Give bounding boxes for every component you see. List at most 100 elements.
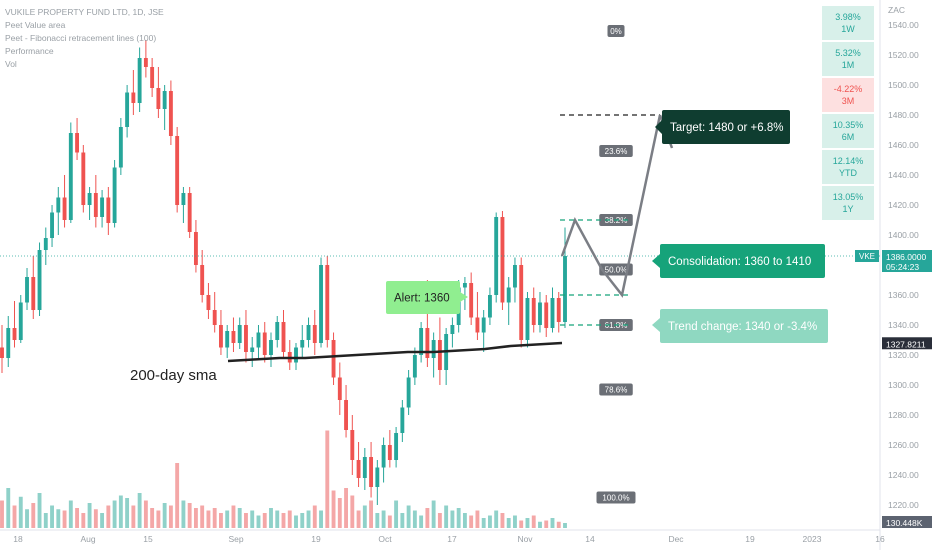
fib-label: 23.6% [605, 147, 628, 156]
projection-path [560, 114, 662, 298]
consolidation-callout-text: Consolidation: 1360 to 1410 [668, 256, 811, 268]
candle-layer [0, 40, 567, 505]
candle-body [294, 347, 298, 363]
fib-label-box [596, 491, 636, 504]
candle-body [212, 310, 217, 325]
time-tick-label: Sep [228, 534, 243, 544]
time-tick-label: Aug [80, 534, 95, 544]
candle-body [137, 58, 142, 103]
volume-bar [481, 518, 486, 528]
volume-bar [456, 508, 461, 528]
candle-body [275, 322, 280, 340]
price-tick-label: 1260.00 [888, 440, 919, 450]
volume-bar [431, 500, 436, 528]
performance-period: 6M [841, 132, 855, 142]
sma-value-badge-text: 1327.8211 [886, 339, 926, 349]
sma-200-line [227, 341, 563, 363]
volume-bar [18, 496, 23, 528]
candle-body [187, 193, 192, 232]
volume-bar [100, 513, 105, 528]
candle-body [168, 91, 173, 136]
candle-body [106, 197, 111, 223]
ticker-badge-text: VKE [859, 252, 875, 261]
volume-bar [137, 493, 142, 528]
price-tick-label: 1420.00 [888, 200, 919, 210]
performance-value: 10.35% [832, 120, 864, 130]
volume-bar [344, 488, 348, 528]
volume-bar [31, 503, 36, 528]
trend-change-callout-pointer [652, 318, 660, 332]
consolidation-callout-pointer [652, 254, 660, 268]
volume-bar [306, 510, 311, 528]
volume-bar [362, 505, 367, 528]
volume-bar [87, 503, 92, 528]
candle-body [87, 193, 92, 205]
candle-body [513, 265, 517, 288]
time-tick-label: Dec [668, 534, 684, 544]
candle-body [331, 340, 336, 378]
price-tick-label: 1520.00 [888, 50, 919, 60]
performance-cell-6m: 10.35% 6M [822, 114, 874, 148]
candle-body [62, 197, 67, 220]
candle-body [337, 377, 342, 400]
candle-body [206, 295, 211, 310]
time-tick-label: 2023 [803, 534, 822, 544]
volume-bar [225, 510, 230, 528]
candle-body [369, 457, 374, 487]
fib-label: 50.0% [605, 266, 628, 275]
volume-badge-text: 130.448K [886, 518, 923, 528]
volume-bar [425, 508, 430, 528]
volume-bar [513, 515, 517, 528]
volume-bar [400, 513, 405, 528]
candle-body [525, 298, 530, 340]
fib-level: 50.0% [599, 263, 633, 276]
performance-cell-1w: 3.98% 1W [822, 6, 874, 40]
candle-body [12, 328, 17, 340]
volume-bar [563, 523, 567, 528]
volume-bar [544, 520, 549, 528]
performance-cell-1y: 13.05% 1Y [822, 186, 874, 220]
candle-body [193, 232, 198, 265]
candle-body [563, 256, 567, 322]
price-tick-label: 1480.00 [888, 110, 919, 120]
sma-label-box [127, 362, 227, 386]
legend-indicator-4[interactable]: Vol [5, 59, 17, 69]
candle-body [544, 302, 549, 328]
volume-bar [475, 510, 480, 528]
volume-bar [12, 505, 17, 528]
performance-cell-ytd: 12.14% YTD [822, 150, 874, 184]
price-tick-label: 1360.00 [888, 290, 919, 300]
volume-bar [531, 515, 536, 528]
performance-value: 5.32% [835, 48, 861, 58]
candle-body [18, 302, 23, 340]
overlay-layer: 0%23.6%38.2%50.0%61.8%78.6%100.0%Target:… [0, 25, 880, 504]
candle-body [68, 133, 73, 220]
performance-value: -4.22% [833, 84, 863, 94]
candle-body [200, 265, 205, 295]
alert-callout-text: Alert: 1360 [394, 293, 450, 305]
fib-level: 100.0% [596, 491, 636, 504]
volume-bar [37, 493, 42, 528]
volume-bar [269, 508, 273, 528]
volume-bar [550, 518, 555, 528]
candle-body [469, 283, 474, 318]
volume-bar [294, 515, 298, 528]
candle-body [219, 325, 223, 348]
legend-indicator-1[interactable]: Peet Value area [5, 20, 66, 30]
volume-bar [500, 513, 505, 528]
volume-bar [112, 500, 117, 528]
volume-bar [25, 509, 29, 528]
legend-indicator-3[interactable]: Performance [5, 46, 54, 56]
volume-bar [50, 505, 54, 528]
volume-bar [331, 490, 336, 528]
performance-value: 3.98% [835, 12, 861, 22]
time-tick-label: 15 [143, 534, 153, 544]
fib-label-box [599, 383, 633, 396]
candle-body [43, 238, 48, 250]
legend-indicator-2[interactable]: Peet - Fibonacci retracement lines (100) [5, 33, 157, 43]
candle-body [50, 212, 54, 238]
candle-body [300, 340, 305, 348]
time-tick-label: 14 [585, 534, 595, 544]
